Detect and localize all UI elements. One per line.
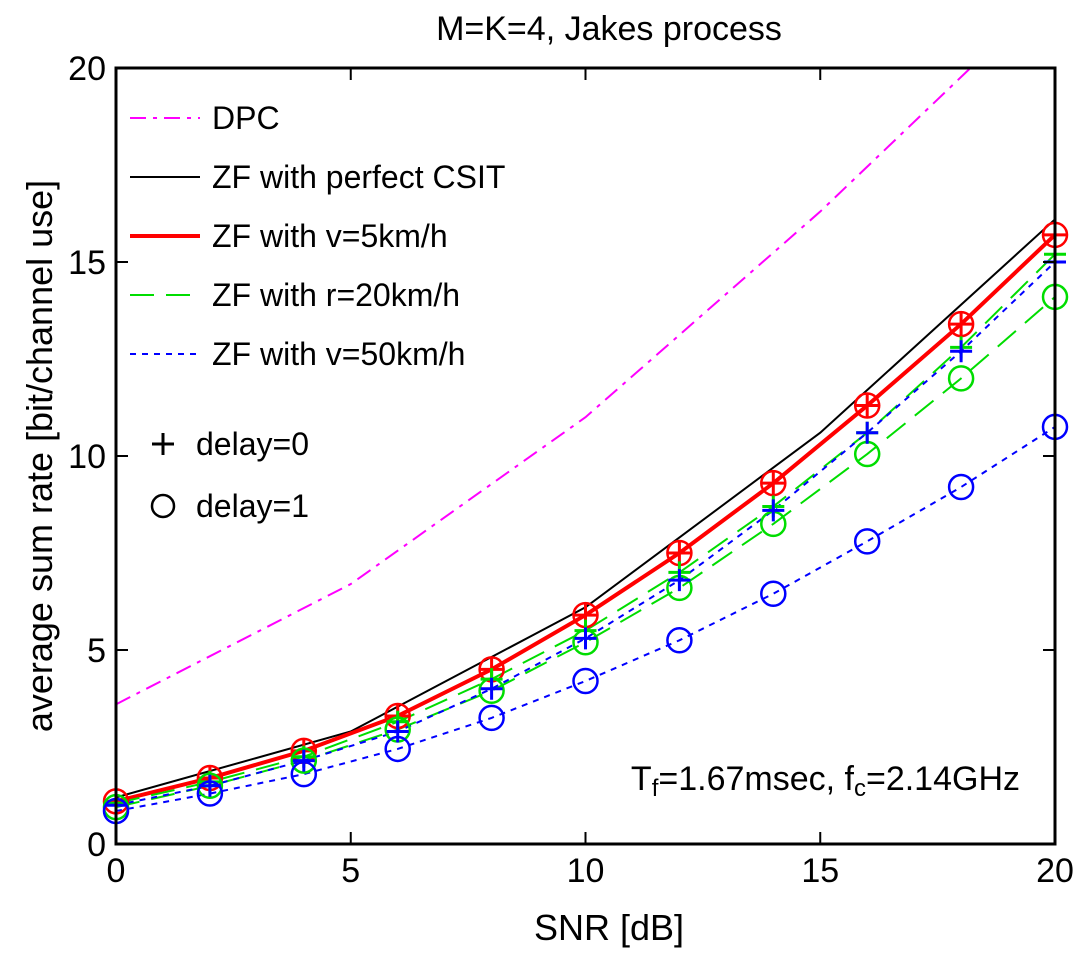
legend: DPC ZF with perfect CSIT ZF with v=5km/h ZF…: [130, 100, 505, 524]
circle-marker-5-4: [478, 704, 505, 732]
x-tick-label-0: 0: [107, 852, 126, 890]
circle-marker-5-7: [760, 580, 787, 607]
x-tick-label-4: 20: [1036, 852, 1074, 890]
legend-label-1: ZF with perfect CSIT: [212, 159, 505, 195]
circle-marker-3-1: [196, 772, 224, 800]
series-line-4: [116, 296, 1055, 809]
series-line-6: [116, 426, 1055, 813]
legend-marker-0: [152, 433, 174, 455]
plus-marker-4-1: [198, 774, 221, 797]
circle-marker-3-2: [290, 747, 318, 774]
y-axis-label: average sum rate [bit/channel use]: [19, 180, 60, 732]
axis-ticks: 0 5 10 15 20 0 5 10 15 20: [68, 50, 1074, 890]
circle-marker-5-2: [290, 760, 318, 788]
circle-marker-5-1: [196, 780, 224, 807]
plus-marker-4-2: [292, 749, 315, 772]
circle-marker-5-8: [853, 528, 881, 555]
y-tick-label-0: 0: [87, 826, 106, 864]
circle-marker-5-3: [384, 735, 411, 763]
circle-marker-5-6: [666, 627, 693, 654]
series-line-0: [116, 68, 972, 706]
legend-marker-label-1: delay=1: [196, 488, 309, 524]
plus-marker-0-7: [762, 472, 785, 495]
series-markers: [102, 221, 1069, 825]
annotation-part-3: c: [854, 775, 866, 802]
annotation-part-2: =1.67msec, f: [658, 760, 854, 798]
legend-marker-1: [150, 493, 176, 519]
x-axis-label: SNR [dB]: [534, 907, 684, 948]
plus-marker-4-3: [386, 720, 409, 743]
y-tick-label-4: 20: [68, 50, 106, 88]
plus-marker-4-6: [668, 569, 691, 592]
circle-marker-5-9: [947, 473, 975, 501]
annotation-part-1: f: [652, 775, 659, 802]
x-tick-label-2: 10: [567, 852, 605, 890]
circle-marker-1-7: [760, 469, 787, 497]
y-tick-label-1: 5: [87, 632, 106, 670]
plus-marker-4-4: [480, 677, 503, 700]
legend-label-4: ZF with v=50km/h: [212, 336, 465, 372]
y-tick-label-3: 15: [68, 244, 106, 282]
series-line-3: [116, 253, 1055, 805]
plus-marker-4-8: [856, 421, 879, 444]
circle-marker-5-5: [572, 667, 599, 695]
plus-marker-4-5: [574, 627, 597, 650]
legend-label-0: DPC: [212, 100, 280, 136]
x-tick-label-3: 15: [801, 852, 839, 890]
annotation-part-0: T: [631, 760, 652, 798]
circle-marker-1-8: [853, 392, 881, 419]
circle-marker-3-9: [947, 365, 975, 392]
legend-label-2: ZF with v=5km/h: [212, 218, 448, 254]
annotation-part-4: =2.14GHz: [866, 760, 1020, 798]
plus-marker-0-8: [856, 394, 879, 417]
plus-marker-0-6: [668, 542, 691, 564]
plus-marker-4-7: [762, 499, 785, 522]
legend-marker-label-0: delay=0: [196, 426, 309, 462]
x-tick-label-1: 5: [341, 852, 360, 890]
series-line-5: [116, 261, 1055, 807]
legend-label-3: ZF with r=20km/h: [212, 277, 460, 313]
plus-marker-4-9: [950, 340, 973, 363]
chart-title: M=K=4, Jakes process: [436, 10, 782, 48]
annotation-text: Tf=1.67msec, fc=2.14GHz: [631, 760, 1020, 802]
y-tick-label-2: 10: [68, 438, 106, 476]
circle-marker-1-9: [947, 310, 975, 338]
plus-marker-0-9: [950, 313, 973, 336]
